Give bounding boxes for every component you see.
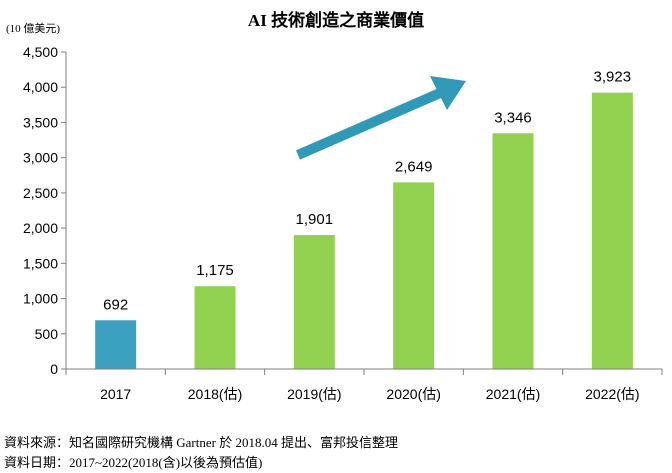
x-tick-label: 2020(估) <box>386 386 440 402</box>
x-tick-label: 2018(估) <box>188 386 242 402</box>
bar-2017 <box>95 320 137 369</box>
bar-2018(估) <box>194 286 236 369</box>
x-axis: 2017 2018(估) 2019(估) 2020(估) 2021(估) 2022(估) <box>65 368 663 402</box>
y-tick-label: 0 <box>50 361 58 377</box>
trend-arrow-head <box>430 76 466 110</box>
y-tick-label: 3,000 <box>23 150 58 166</box>
y-tick-label: 3,500 <box>23 114 58 130</box>
y-axis-unit-label: (10 億美元) <box>6 23 61 35</box>
bar-2019(估) <box>293 235 335 369</box>
y-tick-label: 1,500 <box>23 255 58 271</box>
data-label: 3,923 <box>594 69 632 86</box>
data-label: 2,649 <box>395 158 433 175</box>
x-tick-label: 2022(估) <box>585 386 639 402</box>
y-tick-label: 2,000 <box>23 220 58 236</box>
y-tick-label: 2,500 <box>23 185 58 201</box>
source-note: 資料來源：知名國際研究機構 Gartner 於 2018.04 提出、富邦投信整… <box>4 435 398 450</box>
x-tick-label: 2021(估) <box>486 386 540 402</box>
bar-2020(估) <box>393 182 435 369</box>
x-tick-label: 2019(估) <box>287 386 341 402</box>
trend-arrow <box>295 76 466 160</box>
bars: 692 1,175 1,901 2,649 3,346 3,923 <box>95 69 633 369</box>
data-label: 1,175 <box>196 262 234 279</box>
data-label: 692 <box>103 296 128 313</box>
chart-title: AI 技術創造之商業價值 <box>247 11 425 30</box>
bar-2022(估) <box>591 92 633 369</box>
data-label: 3,346 <box>494 109 532 126</box>
y-tick-label: 1,000 <box>23 291 58 307</box>
y-tick-label: 500 <box>35 326 59 342</box>
y-tick-label: 4,000 <box>23 79 58 95</box>
data-label: 1,901 <box>296 211 334 228</box>
y-tick-label: 4,500 <box>23 44 58 60</box>
y-axis: 0 500 1,000 1,500 2,000 2,500 3,000 3,500 4,000 4… <box>23 44 67 377</box>
bar-2021(估) <box>492 133 534 369</box>
trend-arrow-shaft <box>295 88 443 160</box>
x-tick-label: 2017 <box>100 386 131 402</box>
date-note: 資料日期：2017~2022(2018(含)以後為預估值) <box>4 455 263 470</box>
